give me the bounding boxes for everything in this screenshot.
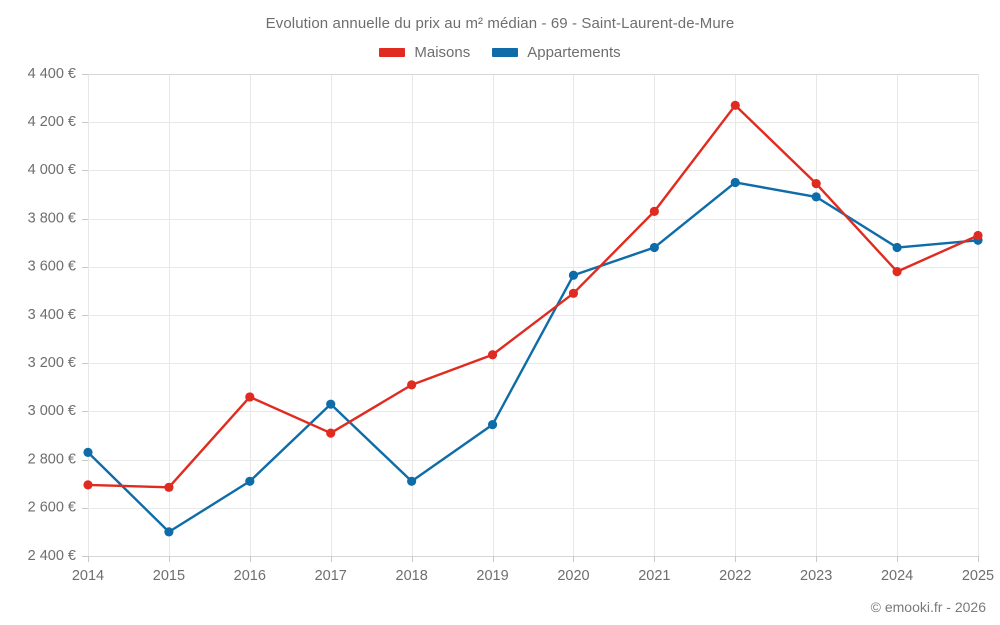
data-point[interactable] bbox=[487, 350, 498, 360]
y-axis-tick-label: 3 000 € bbox=[28, 403, 76, 419]
x-axis-tick-label: 2019 bbox=[476, 568, 508, 584]
x-axis-tick-label: 2018 bbox=[396, 568, 428, 584]
data-point[interactable] bbox=[811, 179, 821, 189]
data-point[interactable] bbox=[649, 242, 659, 253]
series-maisons bbox=[83, 100, 983, 492]
y-axis-tick-label: 3 200 € bbox=[28, 355, 76, 371]
y-axis-tick-label: 3 800 € bbox=[28, 210, 76, 226]
data-point[interactable] bbox=[245, 392, 255, 402]
y-axis-tick-label: 2 800 € bbox=[28, 451, 76, 467]
x-axis-tick-label: 2014 bbox=[72, 568, 104, 584]
data-point[interactable] bbox=[892, 242, 902, 253]
legend-label-maisons: Maisons bbox=[414, 44, 471, 61]
legend-item-maisons[interactable]: Maisons bbox=[379, 44, 470, 61]
data-point[interactable] bbox=[326, 428, 336, 438]
y-axis-tick-label: 4 400 € bbox=[28, 66, 76, 82]
data-point[interactable] bbox=[245, 476, 255, 486]
credit-label: © emooki.fr - 2026 bbox=[870, 599, 986, 615]
y-axis-tick-label: 2 400 € bbox=[28, 548, 76, 564]
data-point[interactable] bbox=[649, 206, 659, 216]
y-axis-tick-label: 4 200 € bbox=[28, 114, 76, 130]
x-axis-tick-label: 2021 bbox=[638, 568, 670, 584]
y-axis-tick-label: 2 600 € bbox=[28, 500, 76, 516]
chart-title: Evolution annuelle du prix au m² médian … bbox=[265, 15, 735, 32]
data-point[interactable] bbox=[730, 100, 740, 110]
grid-lines bbox=[88, 74, 979, 557]
x-axis-tick-label: 2015 bbox=[153, 568, 185, 584]
data-point[interactable] bbox=[164, 527, 174, 537]
x-axis-tick-label: 2024 bbox=[881, 568, 913, 584]
x-axis-tick-label: 2017 bbox=[315, 568, 347, 584]
data-point[interactable] bbox=[83, 447, 93, 457]
data-point[interactable] bbox=[164, 482, 174, 492]
y-axis-tick-label: 4 000 € bbox=[28, 162, 76, 178]
x-axis-ticks: 2014 2015 2016 2017 2018 2019 2020 2021 2022 2023… bbox=[72, 556, 994, 584]
series-line bbox=[86, 104, 980, 489]
data-point[interactable] bbox=[407, 380, 417, 390]
legend-item-appartements[interactable]: Appartements bbox=[492, 44, 621, 61]
x-axis-tick-label: 2023 bbox=[800, 568, 832, 584]
data-point[interactable] bbox=[568, 270, 579, 280]
legend-label-appartements: Appartements bbox=[527, 44, 621, 61]
series-appartements bbox=[83, 177, 983, 537]
data-point[interactable] bbox=[326, 399, 336, 409]
legend-swatch-appartements bbox=[492, 48, 519, 57]
data-point[interactable] bbox=[407, 476, 417, 486]
x-axis-tick-label: 2022 bbox=[719, 568, 751, 584]
chart-legend: Maisons Appartements bbox=[0, 44, 1000, 61]
y-axis-ticks: 2 400 € 2 600 € 2 800 € 3 000 € 3 200 € 3 400… bbox=[28, 66, 88, 564]
series-line bbox=[86, 181, 980, 534]
data-point[interactable] bbox=[487, 420, 498, 430]
x-axis-tick-label: 2016 bbox=[234, 568, 266, 584]
data-point[interactable] bbox=[811, 192, 821, 202]
x-axis-tick-label: 2020 bbox=[557, 568, 589, 584]
y-axis-tick-label: 3 400 € bbox=[28, 307, 76, 323]
x-axis-tick-label: 2025 bbox=[962, 568, 994, 584]
data-series bbox=[83, 100, 983, 537]
data-point[interactable] bbox=[730, 177, 740, 188]
data-point[interactable] bbox=[568, 288, 579, 298]
y-axis-tick-label: 3 600 € bbox=[28, 259, 76, 275]
axis-lines bbox=[88, 74, 978, 557]
legend-swatch-maisons bbox=[379, 48, 406, 57]
data-point[interactable] bbox=[83, 480, 93, 490]
data-point[interactable] bbox=[973, 230, 983, 241]
data-point[interactable] bbox=[892, 267, 902, 277]
